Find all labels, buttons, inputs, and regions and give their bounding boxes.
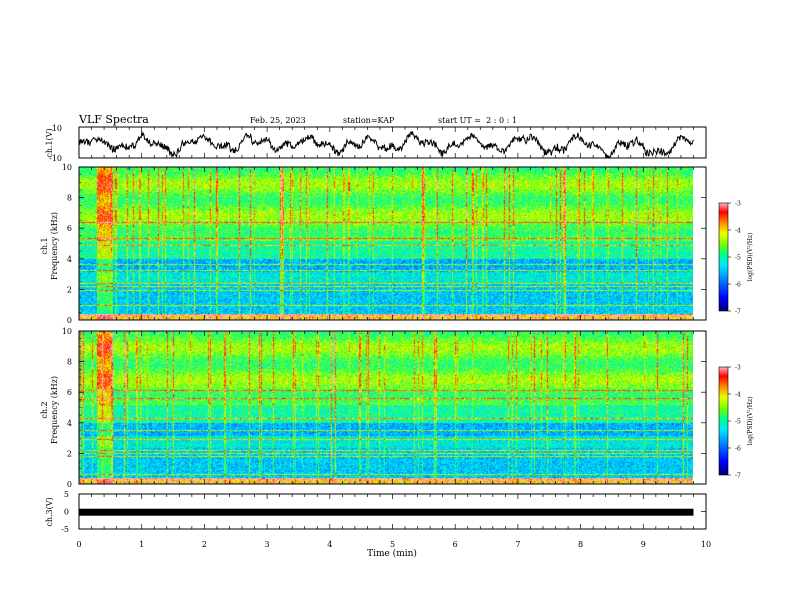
ch1-ylabel: ch.1(V) (45, 128, 54, 157)
freq-ytick-label: 10 (62, 327, 72, 336)
freq-ytick-label: 6 (67, 388, 72, 397)
ch1-waveform-panel: 10 -10 ch.1(V) (45, 124, 707, 163)
x-tick-label: 2 (202, 540, 207, 549)
freq-ytick-label: 4 (67, 419, 72, 428)
colorbar-tick-label: -3 (735, 201, 741, 208)
ch1-channel-label: ch.1 (40, 237, 49, 254)
ch2-spectrogram-image (79, 331, 693, 484)
ch3-ytick-label: 0 (64, 508, 69, 517)
figure-title: VLF Spectra (78, 113, 149, 126)
ch1-colorbar-label: log(PSD)(V²/Hz) (747, 233, 754, 282)
colorbar-tick-label: -4 (735, 392, 741, 399)
colorbar-tick-label: -6 (735, 446, 741, 453)
ch1-spectrogram-image (79, 167, 693, 320)
colorbar-tick-label: -7 (735, 309, 741, 316)
ch1-ytick-max: 10 (52, 124, 62, 133)
ch3-waveform-series (79, 508, 694, 516)
figure-date: Feb. 25, 2023 (250, 116, 306, 125)
x-tick-label: 9 (641, 540, 646, 549)
freq-ytick-label: 8 (67, 194, 72, 203)
x-tick-label: 8 (578, 540, 583, 549)
freq-ytick-label: 6 (67, 224, 72, 233)
ch2-colorbar (719, 367, 728, 475)
x-tick-label: 7 (515, 540, 520, 549)
ch3-ylabel: ch.3(V) (45, 497, 54, 526)
colorbar-tick-label: -5 (735, 419, 741, 426)
ch1-frequency-ylabel: Frequency (kHz) (50, 212, 59, 280)
ch1-waveform-frame (78, 126, 707, 159)
x-tick-label: 4 (327, 540, 332, 549)
freq-ytick-label: 8 (67, 358, 72, 367)
freq-ytick-label: 2 (67, 449, 72, 458)
ch2-frequency-ylabel: Frequency (kHz) (50, 376, 59, 444)
x-axis-label: Time (min) (367, 548, 417, 559)
freq-ytick-label: 0 (67, 316, 72, 325)
x-tick-label: 5 (390, 540, 395, 549)
x-tick-label: 0 (76, 540, 81, 549)
freq-ytick-label: 2 (67, 285, 72, 294)
figure-station: station=KAP (343, 116, 395, 125)
figure-start-time: start UT = 2 : 0 : 1 (438, 116, 517, 125)
ch1-waveform-series (78, 131, 694, 160)
colorbar-tick-label: -3 (735, 365, 741, 372)
ch2-colorbar-label: log(PSD)(V²/Hz) (747, 397, 754, 446)
ch1-ytick-min: -10 (49, 154, 62, 163)
ch3-ytick-label: 5 (64, 490, 69, 499)
x-tick-label: 6 (453, 540, 458, 549)
x-tick-label: 10 (701, 540, 711, 549)
colorbar-tick-label: -7 (735, 473, 741, 480)
freq-ytick-label: 10 (62, 163, 72, 172)
ch3-waveform-panel: -5 0 5 ch.3(V) (45, 490, 707, 534)
ch3-ytick-label: -5 (61, 525, 69, 534)
colorbar-tick-label: -6 (735, 282, 741, 289)
ch2-channel-label: ch.2 (40, 401, 49, 418)
freq-ytick-label: 0 (67, 480, 72, 489)
colorbar-tick-label: -4 (735, 228, 741, 235)
freq-ytick-label: 4 (67, 255, 72, 264)
ch1-colorbar (719, 203, 728, 311)
x-tick-label: 3 (265, 540, 270, 549)
colorbar-tick-label: -5 (735, 255, 741, 262)
x-tick-label: 1 (139, 540, 144, 549)
